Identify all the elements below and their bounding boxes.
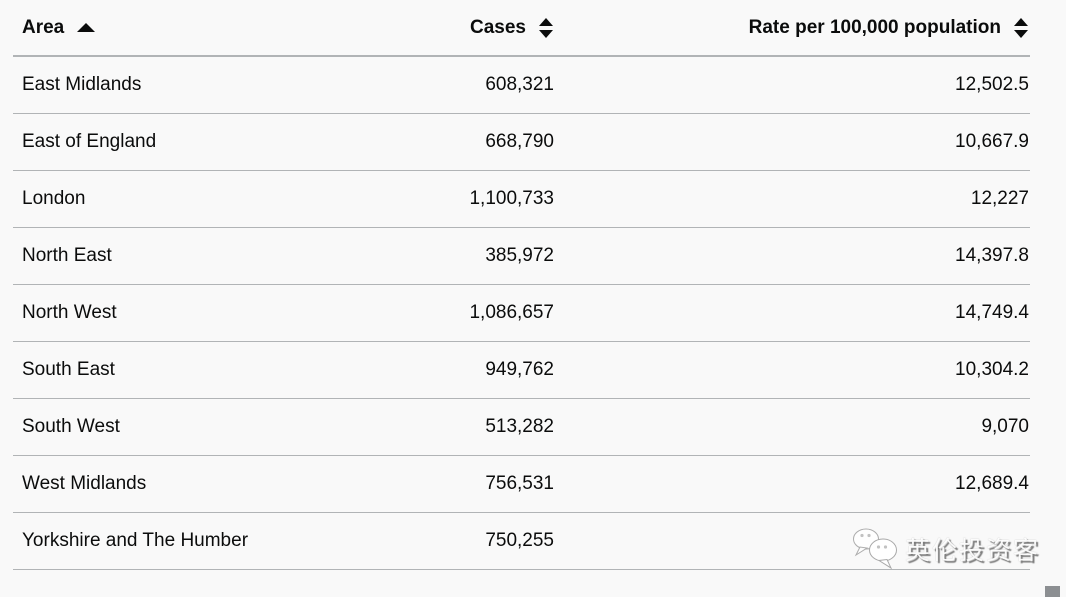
table-row: North West 1,086,657 14,749.4 (13, 284, 1030, 342)
rate-cell (555, 512, 1030, 570)
column-header-area: Area (13, 0, 333, 57)
cases-cell: 608,321 (333, 56, 555, 114)
table-row: West Midlands 756,531 12,689.4 (13, 455, 1030, 513)
sort-up-down-icon (539, 17, 553, 38)
table-row: Yorkshire and The Humber 750,255 (13, 512, 1030, 570)
rate-cell: 9,070 (555, 398, 1030, 456)
area-cell: London (13, 170, 333, 228)
table-row: East Midlands 608,321 12,502.5 (13, 56, 1030, 114)
rate-cell: 12,227 (555, 170, 1030, 228)
area-cell: Yorkshire and The Humber (13, 512, 333, 570)
cases-cell: 668,790 (333, 113, 555, 171)
cases-cell: 750,255 (333, 512, 555, 570)
area-cell: South East (13, 341, 333, 399)
sort-ascending-icon (77, 23, 96, 32)
table-row: North East 385,972 14,397.8 (13, 227, 1030, 285)
table-row: South West 513,282 9,070 (13, 398, 1030, 456)
table-body: East Midlands 608,321 12,502.5 East of E… (13, 56, 1030, 570)
cases-cell: 385,972 (333, 227, 555, 285)
cases-cell: 1,086,657 (333, 284, 555, 342)
cases-cell: 949,762 (333, 341, 555, 399)
column-header-rate: Rate per 100,000 population (555, 0, 1030, 57)
table-row: East of England 668,790 10,667.9 (13, 113, 1030, 171)
sort-cases-button[interactable]: Cases (470, 17, 555, 39)
region-cases-table: Area Cases Rate per 100,000 population (13, 0, 1030, 570)
column-header-cases-label: Cases (470, 16, 526, 38)
rate-cell: 10,667.9 (555, 113, 1030, 171)
rate-cell: 12,502.5 (555, 56, 1030, 114)
rate-cell: 10,304.2 (555, 341, 1030, 399)
table-header-row: Area Cases Rate per 100,000 population (13, 0, 1030, 57)
column-header-area-label: Area (22, 16, 65, 38)
scrollbar-thumb[interactable] (1045, 586, 1060, 597)
table-row: South East 949,762 10,304.2 (13, 341, 1030, 399)
column-header-rate-label: Rate per 100,000 population (748, 16, 1001, 38)
area-cell: North West (13, 284, 333, 342)
cases-cell: 513,282 (333, 398, 555, 456)
rate-cell: 14,749.4 (555, 284, 1030, 342)
rate-cell: 12,689.4 (555, 455, 1030, 513)
sort-rate-button[interactable]: Rate per 100,000 population (749, 17, 1030, 39)
column-header-cases: Cases (333, 0, 555, 57)
area-cell: West Midlands (13, 455, 333, 513)
area-cell: South West (13, 398, 333, 456)
cases-cell: 756,531 (333, 455, 555, 513)
region-cases-table-container: Area Cases Rate per 100,000 population (13, 0, 1030, 570)
area-cell: North East (13, 227, 333, 285)
area-cell: East of England (13, 113, 333, 171)
area-cell: East Midlands (13, 56, 333, 114)
sort-area-button[interactable]: Area (13, 16, 96, 39)
sort-up-down-icon (1014, 17, 1028, 38)
rate-cell: 14,397.8 (555, 227, 1030, 285)
table-row: London 1,100,733 12,227 (13, 170, 1030, 228)
cases-cell: 1,100,733 (333, 170, 555, 228)
